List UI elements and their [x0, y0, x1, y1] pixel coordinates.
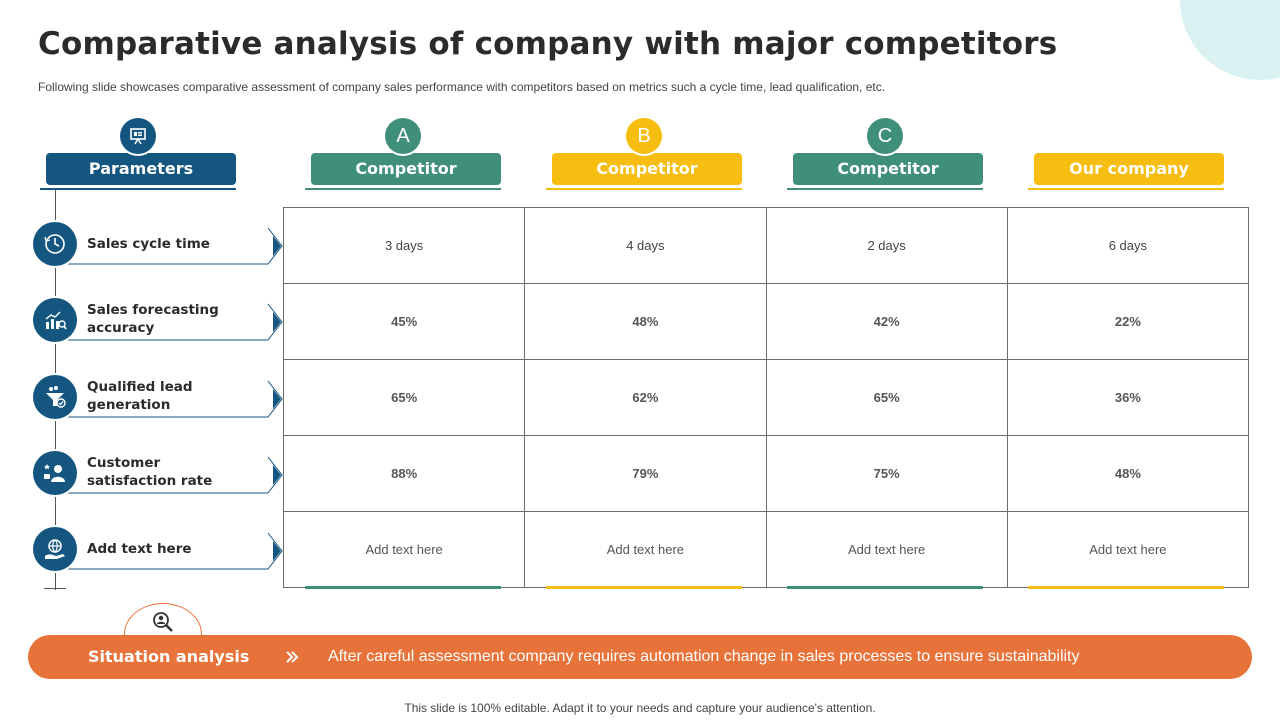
footer-note: This slide is 100% editable. Adapt it to… [404, 701, 876, 715]
table-cell: Add text here [1007, 512, 1249, 588]
table-cell: 48% [1007, 436, 1249, 512]
column-header-our-company: Our company [1028, 118, 1224, 192]
table-cell: 36% [1007, 360, 1249, 436]
parameter-label: Sales forecasting accuracy [87, 301, 219, 336]
column-bottom-accent-c [787, 586, 983, 589]
table-cell: 6 days [1007, 208, 1249, 284]
timeline-end [44, 588, 66, 589]
table-cell: 62% [525, 360, 767, 436]
parameter-add-text: Add text here [33, 527, 283, 573]
parameter-label: Add text here [87, 540, 192, 557]
table-cell: 42% [766, 284, 1008, 360]
table-cell: Add text here [525, 512, 767, 588]
parameters-header-underline [40, 188, 236, 190]
parameter-qualified-lead-generation: Qualified lead generation [33, 375, 283, 421]
column-label-our-company: Our company [1034, 153, 1224, 185]
parameter-sales-cycle-time: Sales cycle time [33, 222, 283, 268]
parameter-arrow [63, 227, 283, 265]
column-underline-c [787, 188, 983, 190]
column-badge-c: C [867, 118, 903, 154]
parameter-customer-satisfaction-rate: Customer satisfaction rate [33, 451, 283, 497]
column-header-a: A Competitor [305, 118, 501, 192]
situation-text: After careful assessment company require… [328, 648, 1080, 665]
situation-bar: Situation analysis After careful assessm… [28, 635, 1252, 679]
comparison-table: 3 days 4 days 2 days 6 days 45% 48% 42% … [283, 207, 1249, 588]
column-badge-a: A [385, 118, 421, 154]
column-bottom-accent-a [305, 586, 501, 589]
column-label-a: Competitor [311, 153, 501, 185]
parameters-header: Parameters [40, 118, 236, 192]
parameter-arrow [63, 532, 283, 570]
situation-title: Situation analysis [88, 647, 250, 666]
table-cell: Add text here [766, 512, 1008, 588]
parameter-label: Sales cycle time [87, 235, 210, 252]
parameter-label: Customer satisfaction rate [87, 454, 213, 489]
page-title: Comparative analysis of company with maj… [38, 26, 1058, 62]
column-bottom-accent-our-company [1028, 586, 1224, 589]
page-subtitle: Following slide showcases comparative as… [38, 80, 886, 94]
table-cell: Add text here [284, 512, 526, 588]
decorative-circle [1180, 0, 1280, 80]
parameter-arrow [63, 380, 283, 418]
column-badge-b: B [626, 118, 662, 154]
table-cell: 79% [525, 436, 767, 512]
cycle-icon [33, 222, 77, 266]
column-underline-our-company [1028, 188, 1224, 190]
table-cell: 65% [284, 360, 526, 436]
parameter-sales-forecasting-accuracy: Sales forecasting accuracy [33, 298, 283, 344]
parameter-arrow [63, 456, 283, 494]
table-cell: 2 days [766, 208, 1008, 284]
globe-hand-icon [33, 527, 77, 571]
bar-chart-icon [33, 298, 77, 342]
column-label-c: Competitor [793, 153, 983, 185]
column-label-b: Competitor [552, 153, 742, 185]
table-cell: 4 days [525, 208, 767, 284]
table-cell: 45% [284, 284, 526, 360]
parameter-label: Qualified lead generation [87, 378, 193, 413]
table-cell: 48% [525, 284, 767, 360]
column-header-b: B Competitor [546, 118, 742, 192]
funnel-icon [33, 375, 77, 419]
table-cell: 88% [284, 436, 526, 512]
parameters-header-label: Parameters [46, 153, 236, 185]
parameter-arrow [63, 303, 283, 341]
magnifier-person-icon [153, 612, 173, 632]
column-underline-a [305, 188, 501, 190]
presentation-icon [120, 118, 156, 154]
table-cell: 65% [766, 360, 1008, 436]
table-cell: 3 days [284, 208, 526, 284]
column-bottom-accent-b [546, 586, 742, 589]
column-header-c: C Competitor [787, 118, 983, 192]
column-underline-b [546, 188, 742, 190]
double-chevron-icon [286, 651, 299, 663]
customer-icon [33, 451, 77, 495]
table-cell: 22% [1007, 284, 1249, 360]
table-cell: 75% [766, 436, 1008, 512]
